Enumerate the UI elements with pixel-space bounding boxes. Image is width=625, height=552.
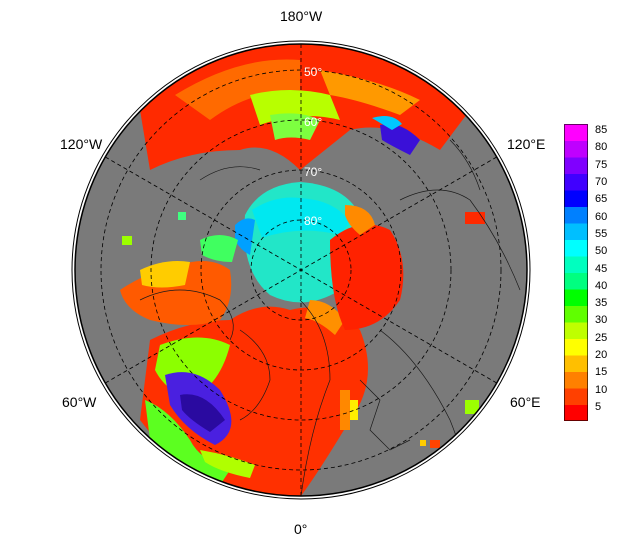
- colorbar-tick-label: 25: [595, 331, 608, 344]
- colorbar-segment: [564, 157, 588, 174]
- latitude-label-70: 70°: [304, 165, 322, 179]
- coastlines: [139, 139, 521, 496]
- colorbar-tick-label: 15: [595, 366, 608, 379]
- graticule: [100, 44, 502, 496]
- latitude-label-50: 50°: [304, 65, 322, 79]
- colorbar-tick-label: 55: [595, 227, 608, 240]
- colorbar-tick-label: 45: [595, 262, 608, 275]
- colorbar: [564, 124, 588, 421]
- colorbar-segment: [564, 338, 588, 356]
- colorbar-tick-label: 65: [595, 193, 608, 206]
- colorbar-segment: [564, 173, 588, 191]
- meridian-120: [105, 156, 497, 384]
- colorbar-segment: [564, 322, 588, 339]
- lon-label-0: 0°: [294, 521, 308, 537]
- lon-label-120e: 120°E: [507, 136, 546, 152]
- colorbar-segment: [564, 190, 588, 207]
- colorbar-segment: [564, 388, 588, 405]
- colorbar-tick-label: 70: [595, 175, 608, 188]
- colorbar-tick-label: 30: [595, 314, 608, 327]
- colorbar-tick-label: 10: [595, 383, 608, 396]
- colorbar-tick-label: 35: [595, 297, 608, 310]
- colorbar-tick-label: 80: [595, 141, 608, 154]
- lon-label-60w: 60°W: [62, 394, 97, 410]
- colorbar-tick-label: 75: [595, 158, 608, 171]
- colorbar-segment: [564, 355, 588, 372]
- colorbar-tick-label: 60: [595, 210, 608, 223]
- colorbar-segment: [564, 371, 588, 389]
- ocean-data-field: [120, 44, 485, 496]
- colorbar-segment: [564, 305, 588, 323]
- colorbar-segment: [564, 272, 588, 290]
- colorbar-tick-label: 5: [595, 401, 602, 413]
- colorbar-tick-label: 20: [595, 349, 608, 362]
- colorbar-segment: [564, 124, 588, 141]
- colorbar-segment: [564, 223, 588, 240]
- lon-label-120w: 120°W: [60, 136, 103, 152]
- colorbar-segment: [564, 206, 588, 224]
- latitude-circle-60: [150, 119, 452, 421]
- colorbar-segment: [564, 140, 588, 158]
- latitude-label-60: 60°: [304, 115, 322, 129]
- latitude-label-80: 80°: [304, 214, 322, 228]
- colorbar-tick-label: 50: [595, 245, 608, 258]
- colorbar-tick-label: 85: [595, 124, 608, 136]
- map-boundary: [74, 43, 528, 497]
- colorbar-segment: [564, 289, 588, 306]
- colorbar-segment: [564, 404, 588, 421]
- colorbar-border: [564, 124, 588, 421]
- lon-label-180w: 180°W: [280, 8, 323, 24]
- lon-label-60e: 60°E: [510, 394, 541, 410]
- colorbar-segment: [564, 256, 588, 273]
- map-boundary-outer: [71, 40, 531, 500]
- latitude-circle-50: [100, 69, 502, 471]
- colorbar-tick-label: 40: [595, 279, 608, 292]
- colorbar-segment: [564, 239, 588, 257]
